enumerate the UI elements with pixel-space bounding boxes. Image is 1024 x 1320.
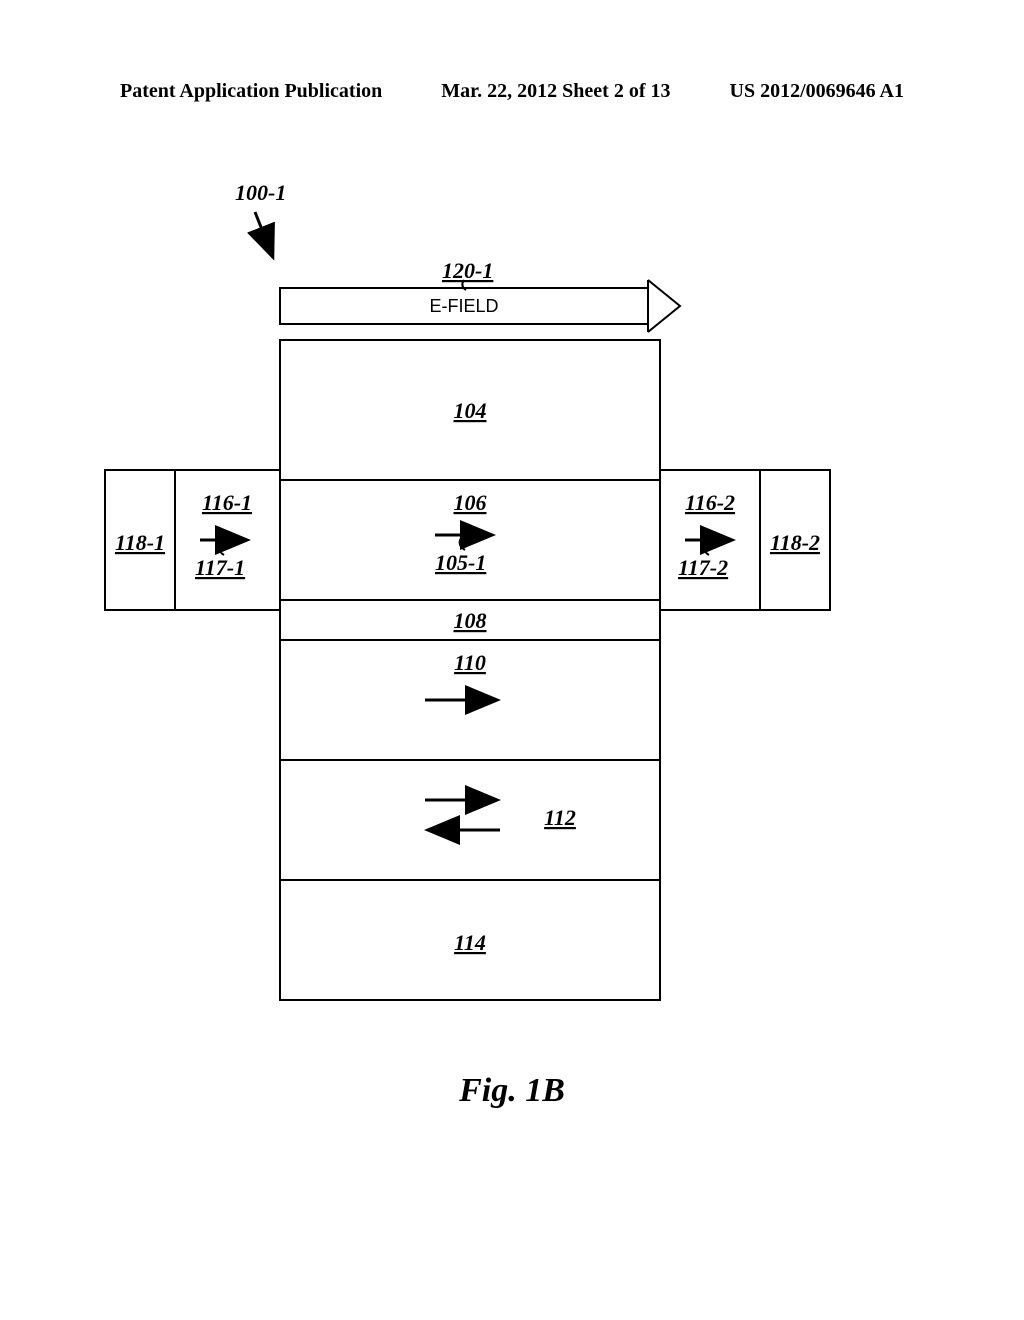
label-118-2: 118-2 <box>770 530 820 555</box>
tick-117-2 <box>704 543 709 555</box>
label-112: 112 <box>544 805 576 830</box>
label-120-1: 120-1 <box>442 258 493 283</box>
tick-105-1 <box>460 538 465 550</box>
header-center: Mar. 22, 2012 Sheet 2 of 13 <box>441 80 670 103</box>
box-112 <box>280 760 660 880</box>
page-header: Patent Application Publication Mar. 22, … <box>0 80 1024 103</box>
header-left: Patent Application Publication <box>120 80 382 103</box>
label-116-2: 116-2 <box>685 490 735 515</box>
label-108: 108 <box>454 608 487 633</box>
diagram-svg: 100-1 E-FIELD 120-1 104 106 105-1 108 11… <box>0 160 1024 1060</box>
label-110: 110 <box>454 650 486 675</box>
label-105-1: 105-1 <box>435 550 486 575</box>
tick-117-1 <box>219 543 224 555</box>
label-100-1: 100-1 <box>235 180 286 205</box>
efield-arrow-group: E-FIELD <box>280 280 680 332</box>
figure-caption: Fig. 1B <box>0 1072 1024 1110</box>
header-right: US 2012/0069646 A1 <box>730 80 904 103</box>
efield-text: E-FIELD <box>429 296 498 316</box>
label-116-1: 116-1 <box>202 490 252 515</box>
pointer-100-1 <box>255 212 272 255</box>
label-114: 114 <box>454 930 486 955</box>
label-118-1: 118-1 <box>115 530 165 555</box>
label-117-1: 117-1 <box>195 555 245 580</box>
label-104: 104 <box>454 398 487 423</box>
label-117-2: 117-2 <box>678 555 728 580</box>
label-106: 106 <box>454 490 487 515</box>
